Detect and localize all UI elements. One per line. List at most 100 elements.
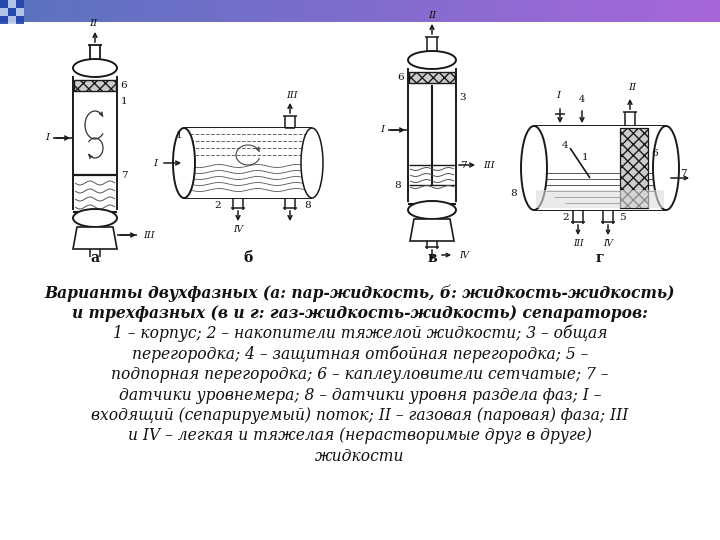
Bar bbox=[600, 0, 610, 22]
Bar bbox=[184, 128, 312, 198]
Bar bbox=[570, 0, 580, 22]
Bar bbox=[30, 0, 40, 22]
Text: II: II bbox=[428, 10, 436, 19]
Bar bbox=[530, 0, 540, 22]
Ellipse shape bbox=[173, 128, 195, 198]
Bar bbox=[120, 0, 130, 22]
Bar bbox=[390, 0, 400, 22]
Bar bbox=[620, 128, 648, 208]
Bar bbox=[460, 0, 470, 22]
Text: 8: 8 bbox=[305, 201, 311, 211]
Text: III: III bbox=[286, 91, 298, 99]
Text: 1: 1 bbox=[582, 153, 588, 163]
Bar bbox=[320, 0, 330, 22]
Bar bbox=[660, 0, 670, 22]
Bar bbox=[430, 0, 440, 22]
Bar bbox=[536, 190, 664, 208]
Bar bbox=[250, 0, 260, 22]
Bar bbox=[550, 0, 560, 22]
Bar bbox=[230, 0, 240, 22]
Bar bbox=[340, 0, 350, 22]
Bar bbox=[0, 16, 8, 24]
Bar bbox=[220, 0, 230, 22]
Bar bbox=[50, 0, 60, 22]
Text: входящий (сепарируемый) поток; II – газовая (паровая) фаза; III: входящий (сепарируемый) поток; II – газо… bbox=[91, 407, 629, 424]
Polygon shape bbox=[410, 219, 454, 241]
Text: г: г bbox=[595, 251, 604, 265]
Bar bbox=[80, 0, 90, 22]
Bar bbox=[500, 0, 510, 22]
Bar bbox=[450, 0, 460, 22]
Text: 6: 6 bbox=[121, 80, 127, 90]
Bar bbox=[370, 0, 380, 22]
Ellipse shape bbox=[301, 128, 323, 198]
Text: I: I bbox=[380, 125, 384, 134]
Bar bbox=[280, 0, 290, 22]
Bar bbox=[480, 0, 490, 22]
Text: подпорная перегородка; 6 – каплеуловители сетчатые; 7 –: подпорная перегородка; 6 – каплеуловител… bbox=[112, 366, 608, 383]
Bar bbox=[16, 16, 24, 24]
Bar bbox=[20, 0, 30, 22]
Bar bbox=[650, 0, 660, 22]
Bar bbox=[630, 0, 640, 22]
Text: I: I bbox=[45, 133, 49, 143]
Text: 4: 4 bbox=[562, 141, 568, 151]
Bar bbox=[60, 0, 70, 22]
Bar bbox=[190, 0, 200, 22]
Polygon shape bbox=[73, 227, 117, 249]
Bar bbox=[380, 0, 390, 22]
Ellipse shape bbox=[408, 201, 456, 219]
Bar bbox=[610, 0, 620, 22]
Text: II: II bbox=[628, 84, 636, 92]
Text: в: в bbox=[427, 251, 437, 265]
Text: 6: 6 bbox=[397, 72, 405, 82]
Bar bbox=[140, 0, 150, 22]
Bar bbox=[290, 0, 300, 22]
Text: Варианты двухфазных (а: пар-жидкость, б: жидкость-жидкость): Варианты двухфазных (а: пар-жидкость, б:… bbox=[45, 284, 675, 301]
Text: 8: 8 bbox=[395, 180, 401, 190]
Text: и трехфазных (в и г: газ-жидкость-жидкость) сепараторов:: и трехфазных (в и г: газ-жидкость-жидкос… bbox=[72, 305, 648, 321]
Bar bbox=[640, 0, 650, 22]
Bar bbox=[490, 0, 500, 22]
Text: I: I bbox=[153, 159, 157, 167]
Bar bbox=[400, 0, 410, 22]
Text: перегородка; 4 – защитная отбойная перегородка; 5 –: перегородка; 4 – защитная отбойная перег… bbox=[132, 346, 588, 363]
Bar bbox=[40, 0, 50, 22]
Text: III: III bbox=[143, 231, 155, 240]
Bar bbox=[0, 0, 8, 8]
Bar bbox=[90, 0, 100, 22]
Bar bbox=[240, 0, 250, 22]
Bar bbox=[540, 0, 550, 22]
Bar bbox=[420, 0, 430, 22]
Text: и IV – легкая и тяжелая (нерастворимые друг в друге): и IV – легкая и тяжелая (нерастворимые д… bbox=[128, 428, 592, 444]
Bar bbox=[690, 0, 700, 22]
Bar bbox=[100, 0, 110, 22]
Bar bbox=[680, 0, 690, 22]
Bar bbox=[150, 0, 160, 22]
Bar bbox=[130, 0, 140, 22]
Text: I: I bbox=[556, 91, 560, 100]
Ellipse shape bbox=[653, 126, 679, 210]
Text: IV: IV bbox=[603, 240, 613, 248]
Bar bbox=[170, 0, 180, 22]
Bar bbox=[700, 0, 710, 22]
Text: б: б bbox=[243, 251, 253, 265]
Bar bbox=[710, 0, 720, 22]
Bar bbox=[180, 0, 190, 22]
Text: III: III bbox=[483, 160, 495, 170]
Text: жидкости: жидкости bbox=[315, 448, 405, 465]
Ellipse shape bbox=[521, 126, 547, 210]
Text: 3: 3 bbox=[459, 92, 467, 102]
Bar bbox=[350, 0, 360, 22]
Bar bbox=[10, 0, 20, 22]
Text: 1 – корпус; 2 – накопители тяжелой жидкости; 3 – общая: 1 – корпус; 2 – накопители тяжелой жидко… bbox=[113, 325, 607, 342]
Bar bbox=[409, 72, 455, 83]
Bar bbox=[8, 8, 16, 16]
Text: 7: 7 bbox=[459, 160, 467, 170]
Bar bbox=[260, 0, 270, 22]
Bar bbox=[360, 0, 370, 22]
Bar bbox=[580, 0, 590, 22]
Bar bbox=[16, 0, 24, 8]
Bar bbox=[520, 0, 530, 22]
Text: 5: 5 bbox=[618, 213, 625, 222]
